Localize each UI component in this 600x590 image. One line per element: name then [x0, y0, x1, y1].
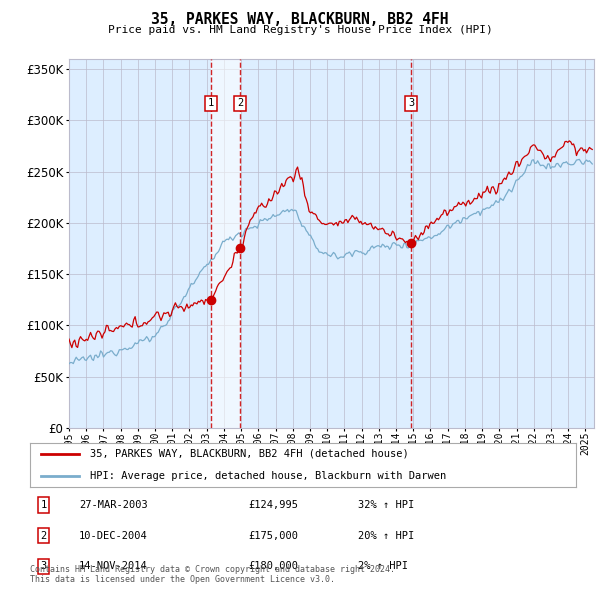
Text: 10-DEC-2004: 10-DEC-2004	[79, 531, 148, 540]
Text: 14-NOV-2014: 14-NOV-2014	[79, 562, 148, 571]
Text: 2: 2	[41, 531, 47, 540]
Text: Contains HM Land Registry data © Crown copyright and database right 2024.
This d: Contains HM Land Registry data © Crown c…	[30, 565, 395, 584]
Bar	[211, 59, 240, 428]
Text: £175,000: £175,000	[248, 531, 298, 540]
Text: £124,995: £124,995	[248, 500, 298, 510]
Text: 27-MAR-2003: 27-MAR-2003	[79, 500, 148, 510]
Text: 1: 1	[208, 99, 214, 108]
Text: 2: 2	[237, 99, 243, 108]
Text: 1: 1	[41, 500, 47, 510]
Text: 20% ↑ HPI: 20% ↑ HPI	[358, 531, 414, 540]
Text: HPI: Average price, detached house, Blackburn with Darwen: HPI: Average price, detached house, Blac…	[90, 471, 446, 481]
Text: 35, PARKES WAY, BLACKBURN, BB2 4FH: 35, PARKES WAY, BLACKBURN, BB2 4FH	[151, 12, 449, 27]
Text: £180,000: £180,000	[248, 562, 298, 571]
Text: 35, PARKES WAY, BLACKBURN, BB2 4FH (detached house): 35, PARKES WAY, BLACKBURN, BB2 4FH (deta…	[90, 448, 409, 458]
Text: 32% ↑ HPI: 32% ↑ HPI	[358, 500, 414, 510]
Text: 3: 3	[408, 99, 414, 108]
Text: 2% ↑ HPI: 2% ↑ HPI	[358, 562, 407, 571]
Text: 3: 3	[41, 562, 47, 571]
Text: Price paid vs. HM Land Registry's House Price Index (HPI): Price paid vs. HM Land Registry's House …	[107, 25, 493, 35]
